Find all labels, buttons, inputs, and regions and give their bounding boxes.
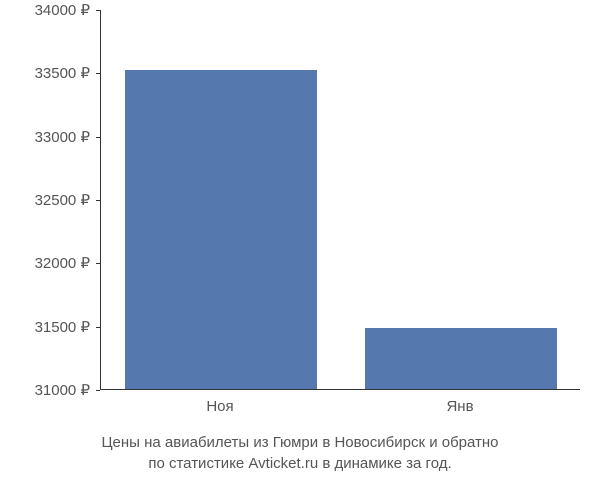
y-tick-label: 33000 ₽ [10,128,90,146]
plot-area [100,10,580,390]
bar [125,70,317,389]
chart-caption: Цены на авиабилеты из Гюмри в Новосибирс… [0,432,600,474]
y-tick-label: 33500 ₽ [10,64,90,82]
x-tick-label: Янв [446,398,473,415]
y-tick-label: 32000 ₽ [10,254,90,272]
caption-line1: Цены на авиабилеты из Гюмри в Новосибирс… [101,434,498,451]
y-tick-label: 31000 ₽ [10,381,90,399]
bar [365,328,557,389]
y-tick-label: 31500 ₽ [10,318,90,336]
y-tick-mark [96,263,100,264]
y-tick-mark [96,390,100,391]
x-tick-label: Ноя [206,398,233,415]
price-chart: 31000 ₽ 31500 ₽ 32000 ₽ 32500 ₽ 33000 ₽ 33500… [0,0,600,500]
caption-line2: по статистике Avticket.ru в динамике за … [148,455,451,472]
y-tick-mark [96,200,100,201]
y-tick-mark [96,73,100,74]
y-tick-mark [96,137,100,138]
y-tick-label: 34000 ₽ [10,1,90,19]
y-tick-label: 32500 ₽ [10,191,90,209]
y-tick-mark [96,327,100,328]
y-tick-mark [96,10,100,11]
